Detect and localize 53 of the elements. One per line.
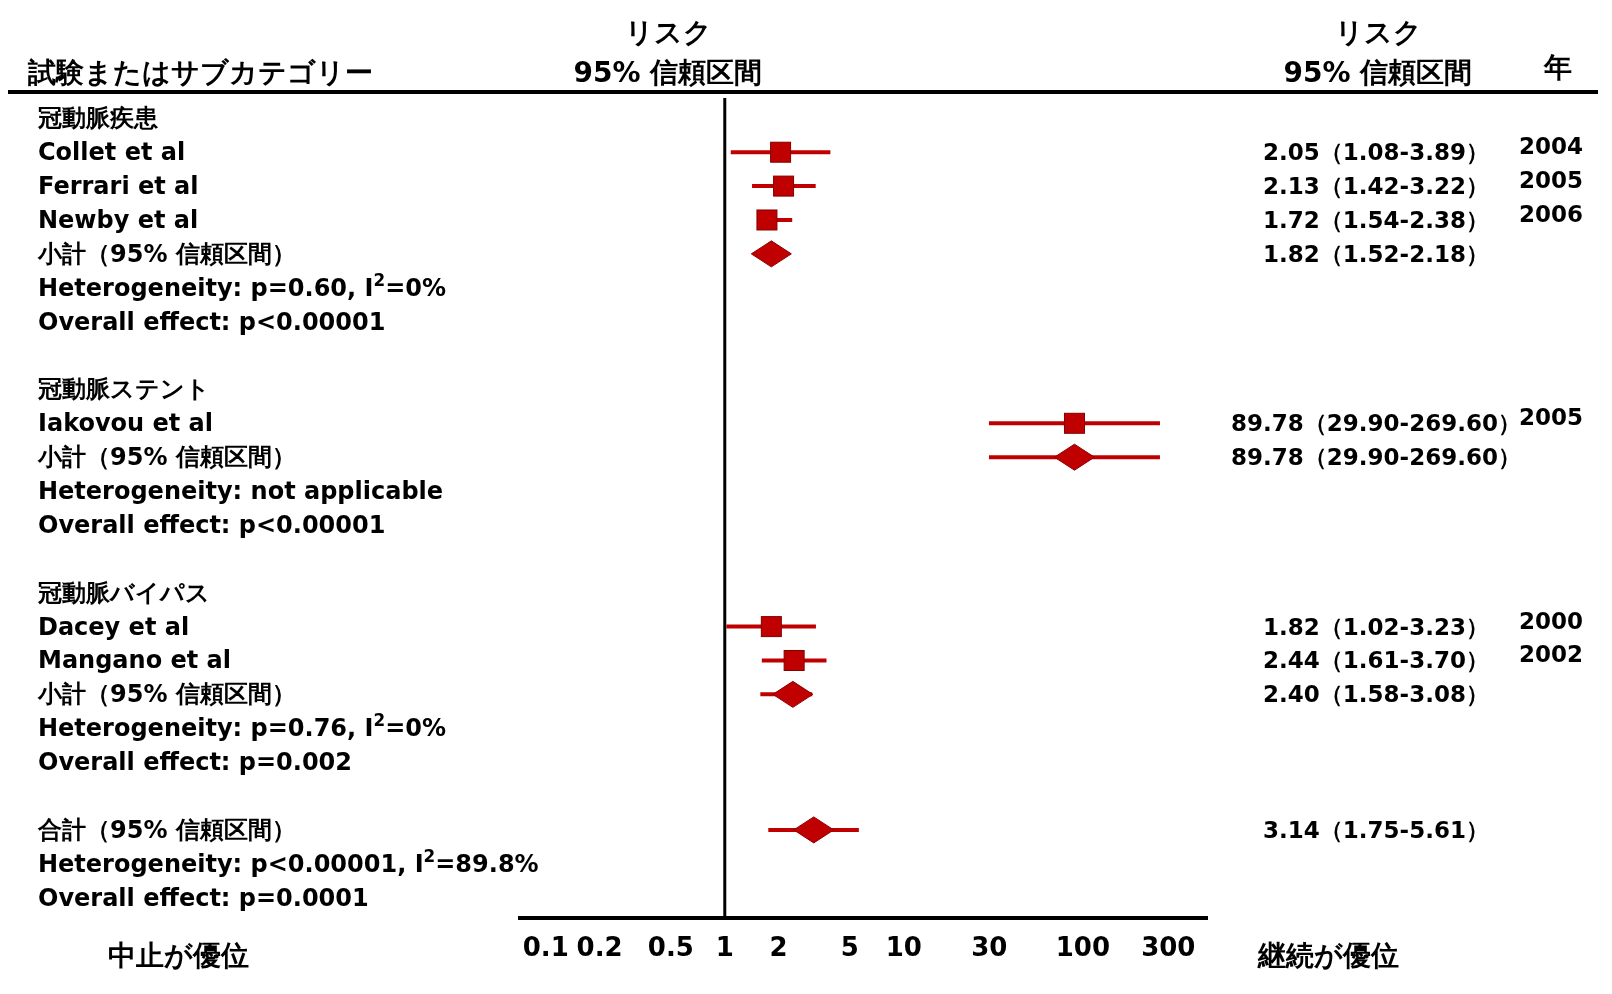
y-tick-label: 小計（95% 信頼区間） [37,680,296,709]
y-tick-label: 冠動脈ステント [37,375,210,404]
text: リスク 95% 信頼区間 [572,15,764,91]
y-tick-label: Ferrari et al [38,172,199,201]
y-tick-label: Overall effect: p=0.002 [38,748,353,777]
y-tick-label: Overall effect: p<0.00001 [38,510,386,539]
y-tick-label: Collet et al [38,138,186,167]
y-tick-label: Heterogeneity: p=0.60, I$^{2}$=0% [38,269,447,302]
y-tick-label: 小計（95% 信頼区間） [37,443,296,472]
text: 2006 [1518,200,1584,227]
text: 1.82（1.02-3.23） [1263,613,1489,640]
text: 89.78（29.90-269.60） [1231,410,1521,437]
x-tick-label: 2 [769,932,788,963]
text: 2005 [1518,167,1584,194]
y-tick-label: Overall effect: p<0.00001 [38,307,386,336]
text: 継続が優位 [1256,938,1400,974]
x-tick-label: 10 [885,932,922,963]
x-tick-label: 300 [1141,932,1196,963]
y-tick-label: Dacey et al [38,612,190,641]
x-tick-label: 0.2 [576,932,623,963]
y-tick-label: 小計（95% 信頼区間） [37,239,296,268]
text: リスク 95% 信頼区間 [1282,15,1474,91]
text: 2004 [1518,133,1584,160]
y-tick-label: Heterogeneity: p=0.76, I$^{2}$=0% [38,710,447,743]
text: 89.78（29.90-269.60） [1231,444,1521,471]
text: 中止が優位 [106,938,250,974]
y-tick-label: 合計（95% 信頼区間） [37,815,296,844]
y-tick-label: Heterogeneity: p<0.00001, I$^{2}$=89.8% [38,845,539,878]
y-tick-label: 冠動脈バイパス [37,578,210,607]
text: 年 [1542,50,1573,86]
text: 試験またはサブカテゴリー [28,55,373,91]
y-tick-label: 冠動脈疾患 [37,104,159,133]
text: 2000 [1518,607,1584,634]
y-tick-label: Mangano et al [38,646,231,675]
y-tick-label: Heterogeneity: not applicable [38,477,444,506]
text: 1.72（1.54-2.38） [1263,206,1489,233]
text: 2002 [1518,641,1584,668]
x-tick-label: 1 [715,932,734,963]
x-tick-label: 0.5 [647,932,694,963]
text: 3.14（1.75-5.61） [1263,816,1489,843]
text: 2.05（1.08-3.89） [1263,139,1489,166]
x-tick-label: 100 [1055,932,1110,963]
text: 1.82（1.52-2.18） [1263,240,1489,267]
text: 2005 [1518,404,1584,431]
text: 2.44（1.61-3.70） [1263,647,1489,674]
y-tick-label: Iakovou et al [38,409,214,438]
y-tick-label: Overall effect: p=0.0001 [38,883,369,912]
text: 2.13（1.42-3.22） [1263,173,1489,200]
text: 2.40（1.58-3.08） [1263,681,1489,708]
x-tick-label: 0.1 [522,932,569,963]
x-tick-label: 5 [840,932,859,963]
x-tick-label: 30 [971,932,1008,963]
y-tick-label: Newby et al [38,205,199,234]
